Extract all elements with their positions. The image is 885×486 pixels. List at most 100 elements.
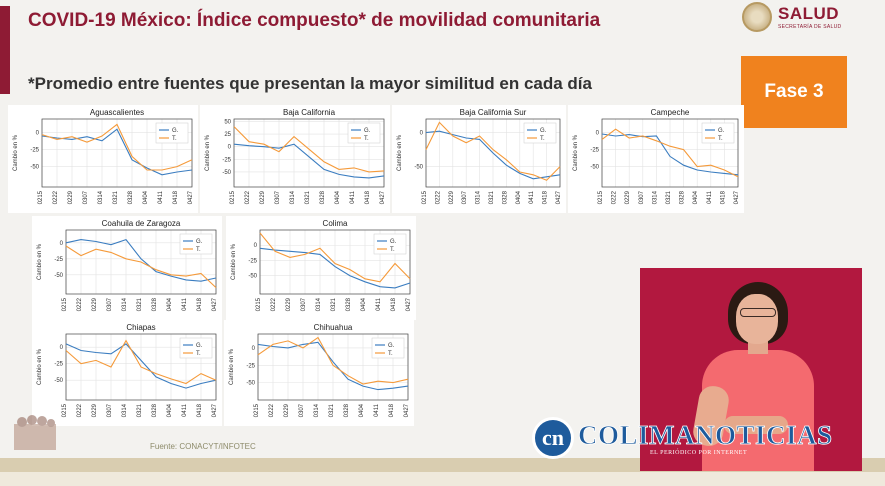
x-tick-label: 0404: [167, 297, 173, 311]
x-tick-label: 0222: [269, 403, 275, 417]
x-tick-label: 0418: [391, 297, 397, 311]
legend-label: T.: [172, 136, 177, 142]
x-tick-label: 0404: [693, 190, 699, 204]
x-tick-label: 0404: [143, 190, 149, 204]
x-tick-label: 0411: [182, 297, 188, 311]
x-tick-label: 0307: [107, 403, 113, 417]
legend-label: G.: [172, 128, 179, 134]
x-tick-label: 0411: [374, 403, 380, 417]
slide-subtitle: *Promedio entre fuentes que presentan la…: [28, 74, 592, 93]
x-tick-label: 0215: [422, 190, 428, 204]
heritage-seal-icon: [14, 415, 56, 450]
plot-frame: [65, 333, 217, 401]
y-tick-label: -25: [30, 148, 39, 154]
x-tick-label: 0222: [612, 190, 618, 204]
x-tick-label: 0215: [62, 403, 68, 417]
x-tick-label: 0222: [271, 297, 277, 311]
watermark-tagline: EL PERIÓDICO POR INTERNET: [650, 450, 748, 456]
y-tick-label: -25: [222, 157, 231, 163]
x-tick-label: 0307: [639, 190, 645, 204]
plot-frame: [41, 118, 193, 188]
chart-coahuila: Coahuila de Zaragoza 0 -25 -50 0215 0222 0229 0…: [32, 216, 222, 320]
x-tick-label: 0307: [299, 403, 305, 417]
x-tick-label: 0404: [335, 190, 341, 204]
legend-label: T.: [364, 136, 369, 142]
legend-label: G.: [540, 128, 547, 134]
y-tick-label: -50: [54, 273, 63, 279]
x-tick-label: 0314: [122, 403, 128, 417]
x-tick-label: 0411: [707, 190, 713, 204]
x-tick-label: 0321: [331, 297, 337, 311]
series-line-g: [257, 341, 409, 391]
x-tick-label: 0418: [720, 190, 726, 204]
x-tick-label: 0314: [122, 297, 128, 311]
series-line-g: [233, 143, 385, 179]
series-line-g: [65, 343, 217, 389]
y-axis-label: Cambio en %: [13, 134, 19, 171]
x-tick-label: 0404: [361, 297, 367, 311]
x-tick-label: 0314: [290, 190, 296, 204]
x-tick-label: 0222: [77, 403, 83, 417]
x-tick-label: 0215: [230, 190, 236, 204]
y-tick-label: -25: [590, 148, 599, 154]
legend-label: G.: [718, 128, 725, 134]
y-tick-label: 0: [420, 131, 424, 137]
chart-campeche: Campeche 0 -25 -50 0215 0222 0229 0307 0314 0321 0…: [568, 105, 744, 213]
plot-frame: [425, 118, 561, 188]
x-tick-label: 0418: [197, 403, 203, 417]
x-tick-label: 0321: [329, 403, 335, 417]
series-line-g: [41, 128, 193, 176]
y-axis-label: Cambio en %: [573, 134, 579, 171]
watermark-logo-icon: cn: [532, 417, 574, 459]
x-tick-label: 0314: [314, 403, 320, 417]
y-axis-label: Cambio en %: [229, 348, 235, 385]
x-tick-label: 0314: [652, 190, 658, 204]
y-tick-label: -25: [248, 258, 257, 264]
series-line-t: [65, 245, 217, 289]
logo-subtext: SECRETARÍA DE SALUD: [778, 24, 842, 30]
series-line-t: [233, 126, 385, 173]
x-tick-label: 0229: [92, 297, 98, 311]
x-tick-label: 0328: [152, 403, 158, 417]
x-tick-label: 0222: [77, 297, 83, 311]
x-tick-label: 0418: [365, 190, 371, 204]
x-tick-label: 0411: [529, 190, 535, 204]
x-tick-label: 0307: [275, 190, 281, 204]
seal-icon: [742, 2, 772, 32]
series-line-g: [425, 130, 561, 180]
x-tick-label: 0427: [212, 297, 218, 311]
x-tick-label: 0427: [212, 403, 218, 417]
x-tick-label: 0328: [502, 190, 508, 204]
chart-aguascalientes: Aguascalientes 0 -25 -50 0215 0222 0229 0307 031…: [8, 105, 198, 213]
x-tick-label: 0314: [316, 297, 322, 311]
x-tick-label: 0418: [197, 297, 203, 311]
legend-label: T.: [718, 136, 723, 142]
x-tick-label: 0411: [182, 403, 188, 417]
y-tick-label: 0: [228, 145, 232, 151]
phase-badge: Fase 3: [741, 56, 847, 128]
x-tick-label: 0314: [476, 190, 482, 204]
y-tick-label: -50: [248, 274, 257, 280]
legend-label: T.: [388, 351, 393, 357]
sign-language-interpreter: [640, 268, 862, 471]
x-tick-label: 0404: [359, 403, 365, 417]
series-line-t: [65, 339, 217, 385]
x-tick-label: 0427: [734, 190, 740, 204]
x-tick-label: 0427: [380, 190, 386, 204]
y-axis-label: Cambio en %: [37, 243, 43, 280]
x-tick-label: 0418: [543, 190, 549, 204]
x-tick-label: 0321: [137, 403, 143, 417]
x-tick-label: 0321: [666, 190, 672, 204]
y-tick-label: 50: [224, 120, 231, 126]
y-tick-label: -25: [246, 363, 255, 369]
series-line-t: [601, 128, 739, 178]
x-tick-label: 0229: [92, 403, 98, 417]
x-tick-label: 0222: [53, 190, 59, 204]
x-tick-label: 0427: [556, 190, 562, 204]
x-tick-label: 0328: [344, 403, 350, 417]
x-tick-label: 0222: [245, 190, 251, 204]
y-axis-label: Cambio en %: [397, 134, 403, 171]
y-tick-label: 0: [36, 131, 40, 137]
x-tick-label: 0229: [68, 190, 74, 204]
legend-label: T.: [390, 247, 395, 253]
